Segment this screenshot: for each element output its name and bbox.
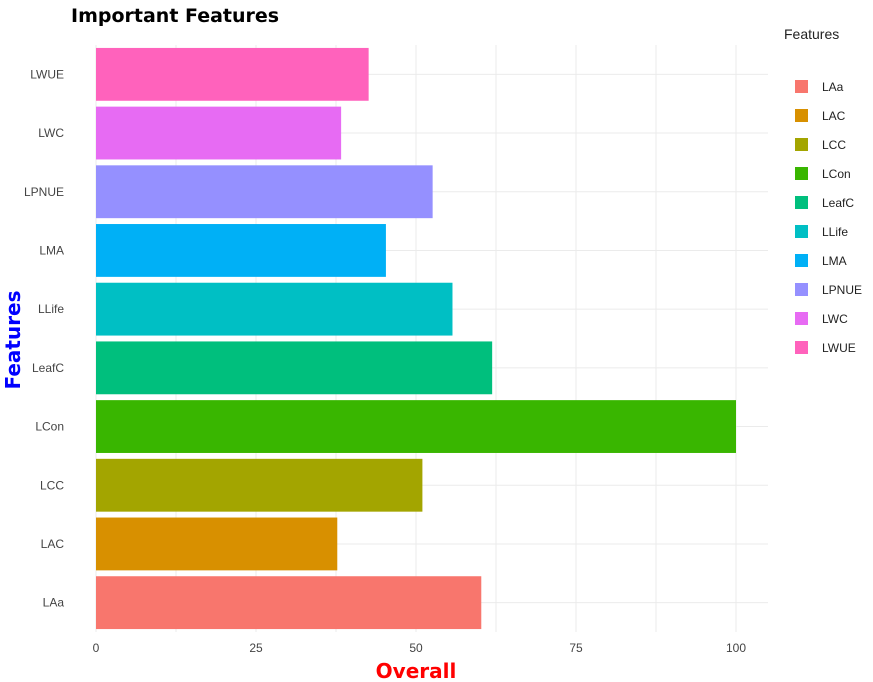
bars-layer	[96, 47, 736, 630]
legend-swatch	[795, 341, 808, 354]
chart-title: Important Features	[71, 5, 279, 27]
bar-lwue	[96, 47, 369, 101]
y-tick-label: LWUE	[30, 67, 64, 81]
bar-leafc	[96, 341, 493, 395]
bar-lma	[96, 224, 386, 277]
x-tick-label: 100	[726, 641, 746, 655]
y-tick-label: LCC	[40, 478, 64, 492]
legend-title: Features	[784, 26, 839, 42]
legend-swatch	[795, 283, 808, 296]
bar-llife	[96, 282, 453, 336]
x-tick-labels: 0 25 50 75 100	[93, 641, 747, 655]
legend-label: LLife	[822, 225, 848, 239]
legend-swatch	[795, 254, 808, 267]
bar-lcc	[96, 458, 423, 512]
bar-lcon	[96, 400, 736, 453]
legend-label: LMA	[822, 254, 847, 268]
y-tick-label: LAC	[41, 537, 65, 551]
legend-label: LCon	[822, 167, 851, 181]
x-tick-label: 50	[409, 641, 423, 655]
y-tick-label: LMA	[39, 243, 64, 257]
legend-swatch	[795, 138, 808, 151]
legend-label: LeafC	[822, 196, 854, 210]
legend-label: LWUE	[822, 341, 856, 355]
y-tick-label: LLife	[38, 302, 64, 316]
x-axis-label: Overall	[376, 659, 457, 682]
legend-swatch	[795, 80, 808, 93]
x-tick-label: 75	[569, 641, 583, 655]
bar-lpnue	[96, 165, 433, 219]
legend-label: LCC	[822, 138, 846, 152]
legend-swatch	[795, 196, 808, 209]
x-tick-label: 0	[93, 641, 100, 655]
x-tick-label: 25	[249, 641, 263, 655]
y-tick-label: LeafC	[32, 361, 64, 375]
legend: Features LAa LAC LCC LCon LeafC LLife LMA LPNUE…	[784, 26, 862, 355]
y-axis-label: Features	[1, 290, 25, 389]
legend-label: LPNUE	[822, 283, 862, 297]
legend-label: LWC	[822, 312, 848, 326]
y-tick-label: LAa	[43, 596, 65, 610]
y-tick-label: LCon	[35, 420, 64, 434]
legend-swatch	[795, 225, 808, 238]
bar-lac	[96, 517, 338, 571]
legend-swatch	[795, 167, 808, 180]
y-tick-labels: LAa LAC LCC LCon LeafC LLife LMA LPNUE LWC LWUE	[24, 67, 64, 609]
legend-swatch	[795, 109, 808, 122]
legend-label: LAC	[822, 109, 846, 123]
bar-lwc	[96, 106, 342, 160]
y-tick-label: LWC	[38, 126, 64, 140]
legend-swatch	[795, 312, 808, 325]
y-tick-label: LPNUE	[24, 185, 64, 199]
bar-laa	[96, 576, 482, 630]
legend-label: LAa	[822, 80, 844, 94]
